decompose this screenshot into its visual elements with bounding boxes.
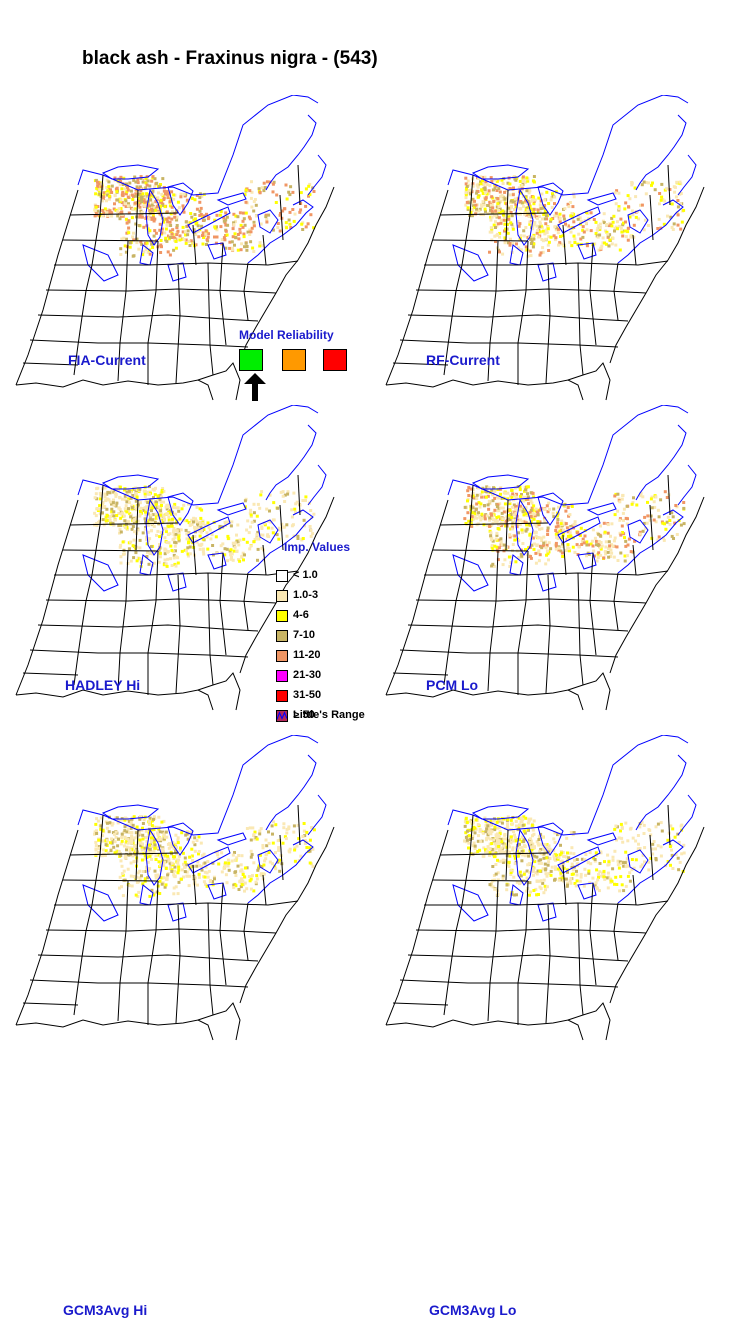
model-reliability: Model Reliability — [230, 328, 380, 408]
panel-label: RF-Current — [426, 352, 500, 368]
state-boundaries — [15, 804, 335, 1041]
state-boundaries — [385, 804, 705, 1041]
state-boundaries — [15, 474, 335, 711]
legend-label: < 1.0 — [293, 569, 318, 581]
legend-label: 21-30 — [293, 669, 322, 681]
imp-values-legend: Imp. Values < 1.0 1.0-3 4-6 7-10 11-20 21-30 3… — [276, 540, 396, 725]
legend-swatch — [276, 590, 288, 602]
us-map — [15, 735, 335, 1041]
map-panel: HADLEY Hi — [8, 405, 338, 715]
reliability-low-swatch — [323, 349, 347, 371]
legend-swatch — [276, 570, 288, 582]
legend-label: > 50 — [293, 709, 315, 721]
legend-label: 7-10 — [293, 629, 316, 641]
us-map — [385, 735, 705, 1041]
model-reliability-title: Model Reliability — [239, 328, 334, 342]
panel-label: GCM3Avg Lo — [429, 1302, 517, 1318]
map-panel: FIA-Current — [8, 95, 338, 405]
legend-label: 11-20 — [293, 649, 321, 661]
range-line-icon — [276, 710, 288, 722]
legend-swatch — [276, 650, 288, 662]
legend-range-label: Little's Range — [293, 709, 365, 721]
map-panel: PCM Lo — [378, 405, 708, 715]
map-panel: RF-Current — [378, 95, 708, 405]
reliability-medium-swatch — [282, 349, 306, 371]
up-arrow-icon — [244, 373, 266, 401]
legend-label: 4-6 — [293, 609, 309, 621]
map-panel: GCM3Avg Hi — [8, 735, 338, 1318]
legend-swatch — [276, 670, 288, 682]
us-map — [385, 95, 705, 401]
legend-label: 31-50 — [293, 689, 322, 701]
state-boundaries — [385, 164, 705, 401]
map-panel: GCM3Avg Lo — [378, 735, 708, 1318]
panel-label: HADLEY Hi — [65, 677, 141, 693]
page-title: black ash - Fraxinus nigra - (543) — [82, 48, 378, 69]
panel-label: GCM3Avg Hi — [63, 1302, 148, 1318]
us-map — [15, 405, 335, 711]
legend-title: Imp. Values — [284, 540, 351, 554]
us-map — [15, 95, 335, 401]
legend-label: 1.0-3 — [293, 589, 319, 601]
panel-label: PCM Lo — [426, 677, 479, 693]
us-map — [385, 405, 705, 711]
reliability-high-swatch — [239, 349, 263, 371]
legend-swatch — [276, 630, 288, 642]
state-boundaries — [385, 474, 705, 711]
panel-label: FIA-Current — [68, 352, 146, 368]
state-boundaries — [15, 164, 335, 401]
legend-swatch — [276, 610, 288, 622]
legend-swatch — [276, 690, 288, 702]
